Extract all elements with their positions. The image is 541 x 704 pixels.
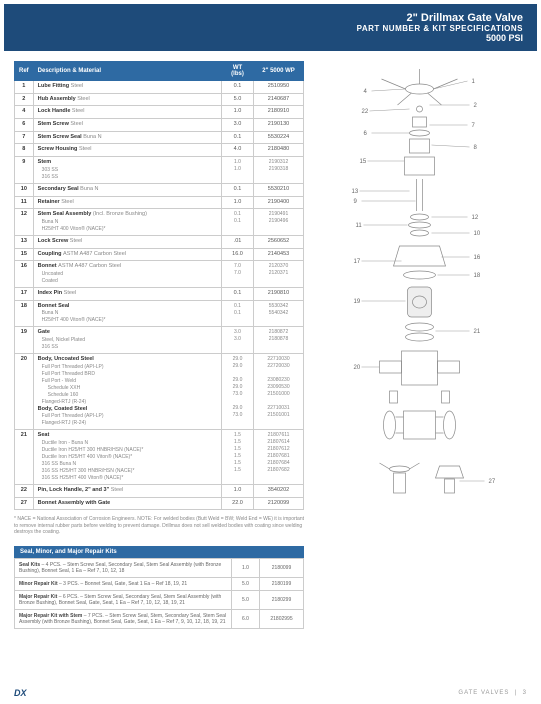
kits-table: Seal Kits – 4 PCS. – Stem Screw Seal, Se… [14,558,304,629]
page-header: 2" Drillmax Gate Valve PART NUMBER & KIT… [4,4,537,51]
col-ref: Ref [15,62,34,81]
table-row: 9Stem 303 SS316 SS1.01.021903122190318 [15,157,304,184]
table-row: 12Stem Seal Assembly (Incl. Bronze Bushi… [15,209,304,236]
table-row: 1Lube Fitting Steel0.12510950 [15,81,304,94]
svg-text:18: 18 [474,273,481,279]
col-wt: WT (lbs) [222,62,254,81]
header-psi: 5000 PSI [18,33,523,43]
footnote: * NACE = National Association of Corrosi… [14,516,304,536]
exploded-diagram: 124678910111213151617181920212227 [312,61,527,541]
svg-text:8: 8 [474,145,478,151]
svg-text:20: 20 [354,365,361,371]
svg-text:13: 13 [352,189,359,195]
svg-text:10: 10 [474,231,481,237]
page-footer: DX GATE VALVES | 3 [14,688,527,698]
right-column: 124678910111213151617181920212227 [312,61,527,629]
svg-text:11: 11 [356,223,363,229]
table-row: 18Bonnet Seal Buna NH25/HT 400 Viton® (N… [15,300,304,327]
svg-text:17: 17 [354,259,361,265]
table-row: 15Coupling ASTM A487 Carbon Steel16.0214… [15,248,304,261]
svg-text:22: 22 [362,109,369,115]
table-row: 13Lock Screw Steel.012560652 [15,235,304,248]
brand-logo: DX [14,688,27,698]
table-row: 10Secondary Seal Buna N0.15530210 [15,183,304,196]
header-title: 2" Drillmax Gate Valve [18,12,523,24]
col-desc: Description & Material [33,62,221,81]
left-column: Ref Description & Material WT (lbs) 2" 5… [14,61,304,629]
svg-text:7: 7 [472,123,476,129]
col-pn: 2" 5000 WP [254,62,304,81]
table-row: 27Bonnet Assembly with Gate 22.02120099 [15,497,304,510]
svg-text:19: 19 [354,299,361,305]
content-area: Ref Description & Material WT (lbs) 2" 5… [0,51,541,629]
svg-text:1: 1 [472,79,476,85]
kit-row: Major Repair Kit with Stem – 7 PCS. – St… [15,609,304,628]
svg-text:15: 15 [360,159,367,165]
table-row: 11Retainer Steel1.02190400 [15,196,304,209]
table-row: 16Bonnet ASTM A487 Carbon SteelUncoatedC… [15,261,304,288]
table-row: 7Stem Screw Seal Buna N0.15530224 [15,131,304,144]
svg-text:27: 27 [489,479,496,485]
table-row: 4Lock Handle Steel1.02180910 [15,106,304,119]
spec-table: Ref Description & Material WT (lbs) 2" 5… [14,61,304,510]
table-row: 6Stem Screw Steel3.02190130 [15,119,304,132]
svg-text:12: 12 [472,215,479,221]
svg-text:16: 16 [474,255,481,261]
svg-text:9: 9 [354,199,358,205]
table-row: 20Body, Uncoated Steel Full Port Threade… [15,354,304,430]
table-row: 22Pin, Lock Handle, 2" and 3" Steel1.035… [15,485,304,498]
table-row: 17Index Pin Steel0.12190810 [15,287,304,300]
svg-text:21: 21 [474,329,481,335]
header-sub: PART NUMBER & KIT SPECIFICATIONS [18,24,523,33]
kit-row: Minor Repair Kit – 3 PCS. – Bonnet Seal,… [15,577,304,590]
svg-text:4: 4 [364,89,368,95]
svg-text:2: 2 [474,103,478,109]
kits-header: Seal, Minor, and Major Repair Kits [14,546,304,558]
kit-row: Major Repair Kit – 6 PCS. – Stem Screw S… [15,590,304,609]
table-row: 21Seat Ductile Iron - Buna NDuctile Iron… [15,430,304,485]
table-row: 19Gate Steel, Nickel Plated316 SS3.03.02… [15,327,304,354]
footer-label: GATE VALVES | 3 [458,690,527,696]
table-row: 2Hub Assembly Steel5.02140687 [15,93,304,106]
table-row: 8Screw Housing Steel4.02180480 [15,144,304,157]
svg-text:6: 6 [364,131,368,137]
kit-row: Seal Kits – 4 PCS. – Stem Screw Seal, Se… [15,558,304,577]
